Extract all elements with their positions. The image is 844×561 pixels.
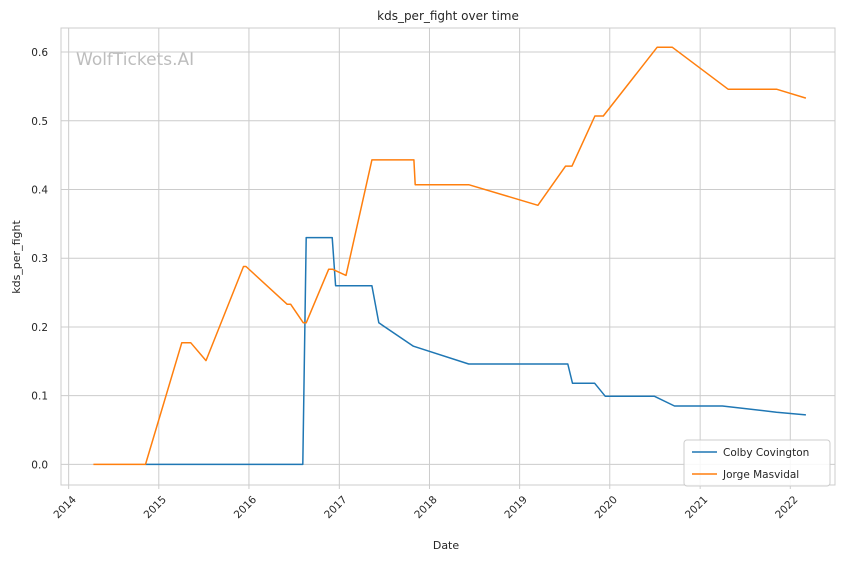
x-axis-label: Date	[433, 539, 460, 552]
plot-background	[61, 28, 835, 485]
y-tick-label: 0.5	[31, 116, 48, 128]
y-tick-label: 0.6	[31, 47, 48, 59]
legend: Colby Covington Jorge Masvidal	[683, 439, 831, 487]
x-tick-label: 2019	[502, 494, 529, 521]
series-line-colby-covington	[145, 236, 806, 466]
x-tick-label: 2022	[773, 494, 800, 521]
x-tick-label: 2020	[593, 494, 620, 521]
series-line-jorge-masvidal	[93, 46, 807, 466]
x-tick-label: 2018	[412, 494, 439, 521]
y-axis-label: kds_per_fight	[10, 220, 23, 294]
legend-box	[683, 439, 831, 487]
x-tick-labels: 2014 2015 2016 2017 2018 2019 2020 2021 2022	[51, 494, 800, 522]
x-tick-label: 2016	[232, 494, 260, 522]
y-tick-label: 0.2	[31, 322, 48, 334]
legend-label-jorge-masvidal: Jorge Masvidal	[722, 469, 799, 481]
x-tick-label: 2021	[683, 494, 710, 521]
y-tick-label: 0.1	[31, 391, 48, 403]
y-tick-label: 0.3	[31, 253, 48, 265]
watermark: WolfTickets.AI	[76, 50, 194, 70]
y-tick-labels: 0.0 0.1 0.2 0.3 0.4 0.5 0.6	[31, 47, 48, 471]
x-tick-label: 2017	[322, 494, 349, 521]
x-tick-label: 2014	[51, 494, 79, 522]
chart-title: kds_per_fight over time	[377, 9, 519, 23]
plot-frame	[60, 27, 836, 486]
x-tick-label: 2015	[142, 494, 169, 521]
y-tick-label: 0.0	[31, 459, 48, 471]
legend-label-colby-covington: Colby Covington	[723, 447, 809, 459]
y-tick-label: 0.4	[31, 184, 48, 196]
series-lines	[93, 46, 807, 466]
